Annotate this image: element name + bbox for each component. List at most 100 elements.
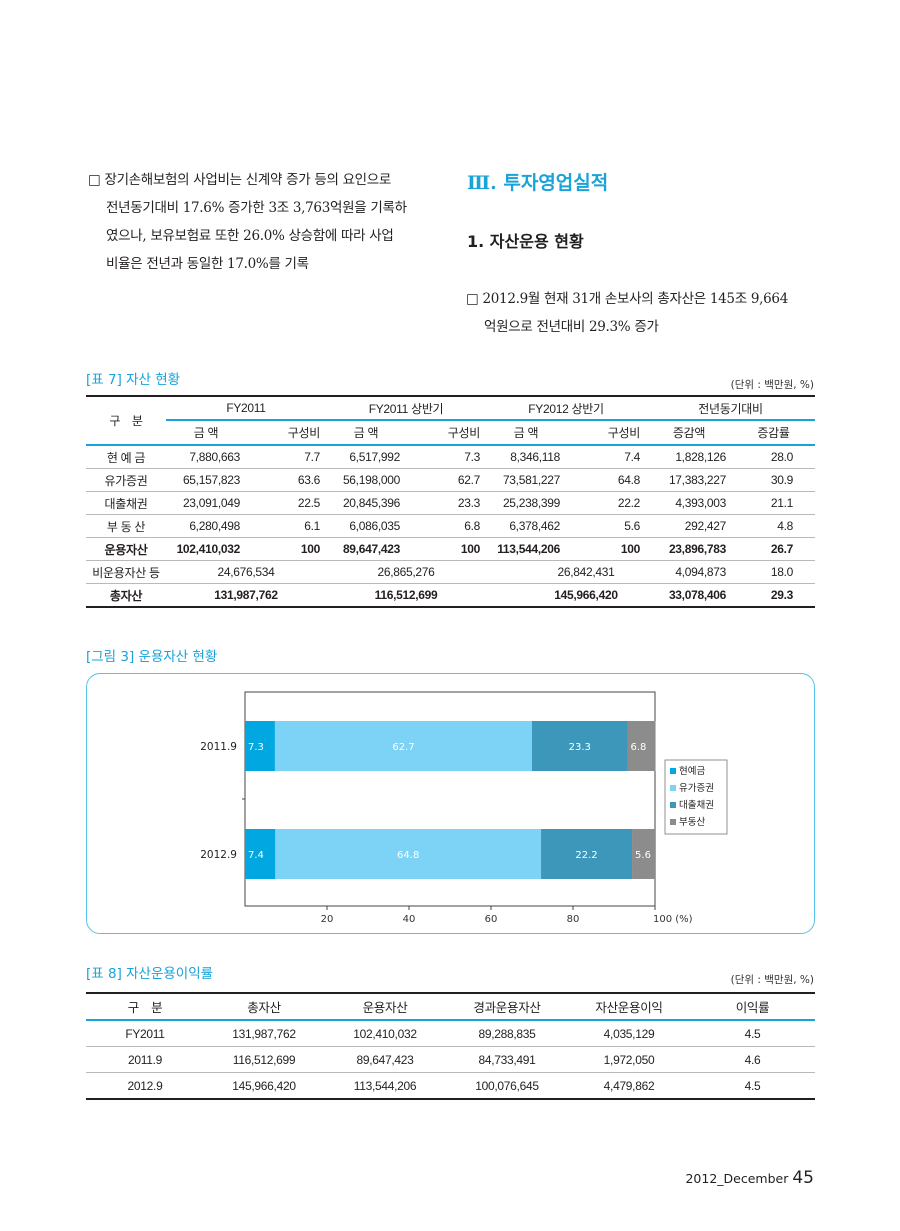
cell: 30.9	[732, 468, 815, 492]
category-label: 2012.9	[200, 849, 237, 861]
x-tick-label: 40	[403, 914, 416, 925]
group-header: FY2011	[166, 395, 326, 421]
data-label: 64.8	[397, 850, 419, 861]
sub-header: 금 액	[326, 420, 406, 446]
cell: 6.1	[246, 514, 326, 538]
chart-frame	[86, 673, 815, 934]
row-label: 부 동 산	[86, 514, 166, 538]
cell: 116,512,699	[326, 583, 486, 608]
figure3-caption: [그림 3] 운용자산 현황	[86, 649, 218, 665]
row-label: 총자산	[86, 583, 166, 608]
cell: 26,842,431	[486, 560, 646, 584]
cell: 4.5	[690, 1020, 815, 1047]
cell: 24,676,534	[166, 560, 326, 584]
cell: 89,647,423	[326, 537, 406, 561]
asset-status-table: 구 분 FY2011 FY2011 상반기 FY2012 상반기 전년동기대비 …	[86, 395, 815, 608]
cell: 100	[566, 537, 646, 561]
table-row: 비운용자산 등 24,676,534 26,865,276 26,842,431…	[86, 560, 815, 584]
cell: 6.8	[406, 514, 486, 538]
cell: 100	[246, 537, 326, 561]
cell: 8,346,118	[486, 445, 566, 469]
x-tick-label: 20	[321, 914, 334, 925]
right-paragraph: □ 2012.9월 현재 31개 손보사의 총자산은 145조 9,664 억원…	[466, 285, 826, 341]
table7-caption: [표 7] 자산 현황	[86, 372, 181, 388]
cell: 4,094,873	[646, 560, 732, 584]
left-paragraph-line: 였으나, 보유보험료 또한 26.0% 상승함에 따라 사업	[106, 228, 394, 244]
cell: 7.7	[246, 445, 326, 469]
cell: 100	[406, 537, 486, 561]
cell: 65,157,823	[166, 468, 246, 492]
cell: 145,966,420	[486, 583, 646, 608]
cell: 22.5	[246, 491, 326, 515]
bar-segment	[532, 721, 628, 771]
sub-header: 구성비	[246, 420, 326, 446]
cell: 23,091,049	[166, 491, 246, 515]
cell: 4,479,862	[568, 1072, 690, 1100]
x-tick-label: 60	[485, 914, 498, 925]
bar-segment	[632, 829, 655, 879]
cell: 100,076,645	[446, 1072, 568, 1100]
cell: 62.7	[406, 468, 486, 492]
cell: 84,733,491	[446, 1046, 568, 1073]
x-tick-label: 100 (%)	[653, 914, 693, 925]
page-footer: 2012_December 45	[685, 1168, 814, 1188]
header-cell: 자산운용이익	[568, 992, 690, 1021]
cell: 7,880,663	[166, 445, 246, 469]
cell: 25,238,399	[486, 491, 566, 515]
cell: FY2011	[86, 1020, 204, 1047]
cell: 28.0	[732, 445, 815, 469]
legend-label: 유가증권	[679, 782, 714, 794]
cell: 18.0	[732, 560, 815, 584]
legend-swatch	[670, 819, 676, 825]
left-paragraph-line: 전년동기대비 17.6% 증가한 3조 3,763억원을 기록하	[106, 200, 407, 216]
cell: 4,035,129	[568, 1020, 690, 1047]
table-row: 대출채권 23,091,049 22.5 20,845,396 23.3 25,…	[86, 491, 815, 515]
legend-swatch	[670, 785, 676, 791]
page-number: 45	[792, 1168, 814, 1188]
cell: 33,078,406	[646, 583, 732, 608]
cell: 4.8	[732, 514, 815, 538]
table-row: 2011.9 116,512,699 89,647,423 84,733,491…	[86, 1046, 815, 1073]
sub-header: 구성비	[566, 420, 646, 446]
row-label: 현 예 금	[86, 445, 166, 469]
legend-swatch	[670, 802, 676, 808]
table-row-total: 총자산 131,987,762 116,512,699 145,966,420 …	[86, 583, 815, 608]
left-paragraph-line: □ 장기손해보험의 사업비는 신계약 증가 등의 요인으로	[88, 172, 392, 188]
cell: 56,198,000	[326, 468, 406, 492]
stacked-bar-chart: 20 40 60 80 100 (%) 2011.9 7.3 62.7 23.3 6.8 2012.…	[200, 691, 728, 925]
cell: 6,378,462	[486, 514, 566, 538]
cell: 63.6	[246, 468, 326, 492]
row-label: 유가증권	[86, 468, 166, 492]
group-header: FY2011 상반기	[326, 395, 486, 421]
data-label: 22.2	[575, 850, 597, 861]
cell: 89,647,423	[324, 1046, 446, 1073]
legend-swatch	[670, 768, 676, 774]
cell: 4.5	[690, 1072, 815, 1100]
data-label: 7.3	[248, 742, 264, 753]
bar-segment	[245, 721, 275, 771]
cell: 6,280,498	[166, 514, 246, 538]
cell: 26,865,276	[326, 560, 486, 584]
cell: 7.3	[406, 445, 486, 469]
cell: 1,972,050	[568, 1046, 690, 1073]
bar-segment	[274, 721, 532, 771]
header-cell: 총자산	[204, 992, 324, 1021]
cell: 113,544,206	[486, 537, 566, 561]
legend-label: 부동산	[679, 817, 705, 828]
cell: 6,086,035	[326, 514, 406, 538]
data-label: 7.4	[248, 850, 264, 861]
cell: 116,512,699	[204, 1046, 324, 1073]
legend-label: 현예금	[679, 766, 705, 777]
table-row: FY2011 131,987,762 102,410,032 89,288,83…	[86, 1020, 815, 1047]
header-category: 구 분	[86, 395, 166, 446]
right-paragraph-line: □ 2012.9월 현재 31개 손보사의 총자산은 145조 9,664	[466, 291, 788, 307]
row-label: 운용자산	[86, 537, 166, 561]
cell: 2011.9	[86, 1046, 204, 1073]
category-label: 2011.9	[200, 741, 237, 753]
cell: 2012.9	[86, 1072, 204, 1100]
header-cell: 운용자산	[324, 992, 446, 1021]
cell: 1,828,126	[646, 445, 732, 469]
table8-caption: [표 8] 자산운용이익률	[86, 966, 214, 982]
table-row: 2012.9 145,966,420 113,544,206 100,076,6…	[86, 1072, 815, 1100]
cell: 89,288,835	[446, 1020, 568, 1047]
